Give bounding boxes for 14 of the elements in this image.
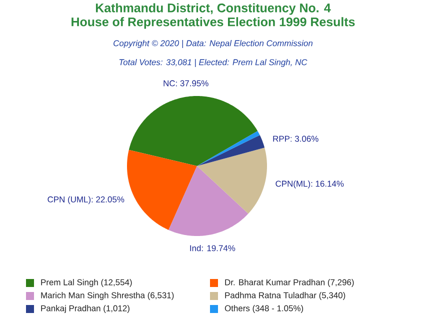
- legend-label: Dr. Bharat Kumar Pradhan (7,296): [225, 279, 354, 287]
- chart-title: Kathmandu District, Constituency No. 4 House of Representatives Election 1999 Results: [72, 3, 355, 29]
- data-label: CPN (UML): 22.05%: [48, 196, 124, 204]
- legend-label: Marich Man Singh Shrestha (6,531): [41, 292, 174, 300]
- data-label: NC: 37.95%: [164, 80, 208, 86]
- data-label: Ind: 19.74%: [190, 244, 236, 252]
- legend-label: Prem Lal Singh (12,554): [41, 279, 132, 287]
- data-label: CPN(ML): 16.14%: [276, 180, 344, 188]
- legend-label: Others (348 - 1.05%): [224, 305, 304, 313]
- data-label: RPP: 3.06%: [273, 136, 318, 142]
- legend-label: Pankaj Pradhan (1,012): [41, 305, 130, 313]
- text: Total Votes: 33,081 | Elected: Prem Lal Singh, NC: [119, 58, 308, 68]
- chart-subtitle: Copyright © 2020 | Data: Nepal Election Commission: [114, 40, 313, 48]
- legend-label: Padhma Ratna Tuladhar (5,340): [225, 292, 346, 300]
